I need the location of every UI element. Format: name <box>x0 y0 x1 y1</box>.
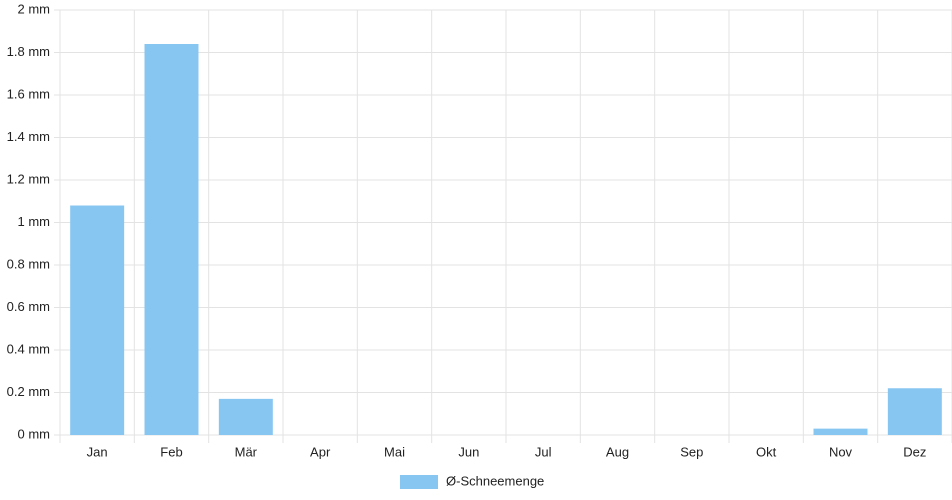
legend-swatch <box>400 475 438 489</box>
x-tick-label: Apr <box>310 444 331 459</box>
bar <box>887 388 942 435</box>
x-tick-label: Nov <box>829 444 853 459</box>
y-tick-label: 0 mm <box>18 426 51 441</box>
bar <box>218 398 273 435</box>
y-tick-label: 0.6 mm <box>7 299 50 314</box>
x-tick-label: Dez <box>903 444 926 459</box>
legend-label: Ø-Schneemenge <box>446 473 544 488</box>
y-tick-label: 2 mm <box>18 1 51 16</box>
x-tick-label: Sep <box>680 444 703 459</box>
x-tick-label: Okt <box>756 444 777 459</box>
x-tick-label: Jan <box>87 444 108 459</box>
x-tick-label: Feb <box>160 444 182 459</box>
y-tick-label: 1.8 mm <box>7 44 50 59</box>
y-tick-label: 1 mm <box>18 214 51 229</box>
y-tick-label: 0.4 mm <box>7 341 50 356</box>
x-tick-label: Mai <box>384 444 405 459</box>
x-tick-label: Mär <box>235 444 258 459</box>
y-tick-label: 1.4 mm <box>7 129 50 144</box>
y-tick-label: 1.2 mm <box>7 171 50 186</box>
bar <box>813 428 868 435</box>
y-tick-label: 1.6 mm <box>7 86 50 101</box>
x-tick-label: Aug <box>606 444 629 459</box>
y-tick-label: 0.2 mm <box>7 384 50 399</box>
x-tick-label: Jul <box>535 444 552 459</box>
x-tick-label: Jun <box>458 444 479 459</box>
y-tick-label: 0.8 mm <box>7 256 50 271</box>
bar <box>144 44 199 435</box>
bar <box>70 205 125 435</box>
